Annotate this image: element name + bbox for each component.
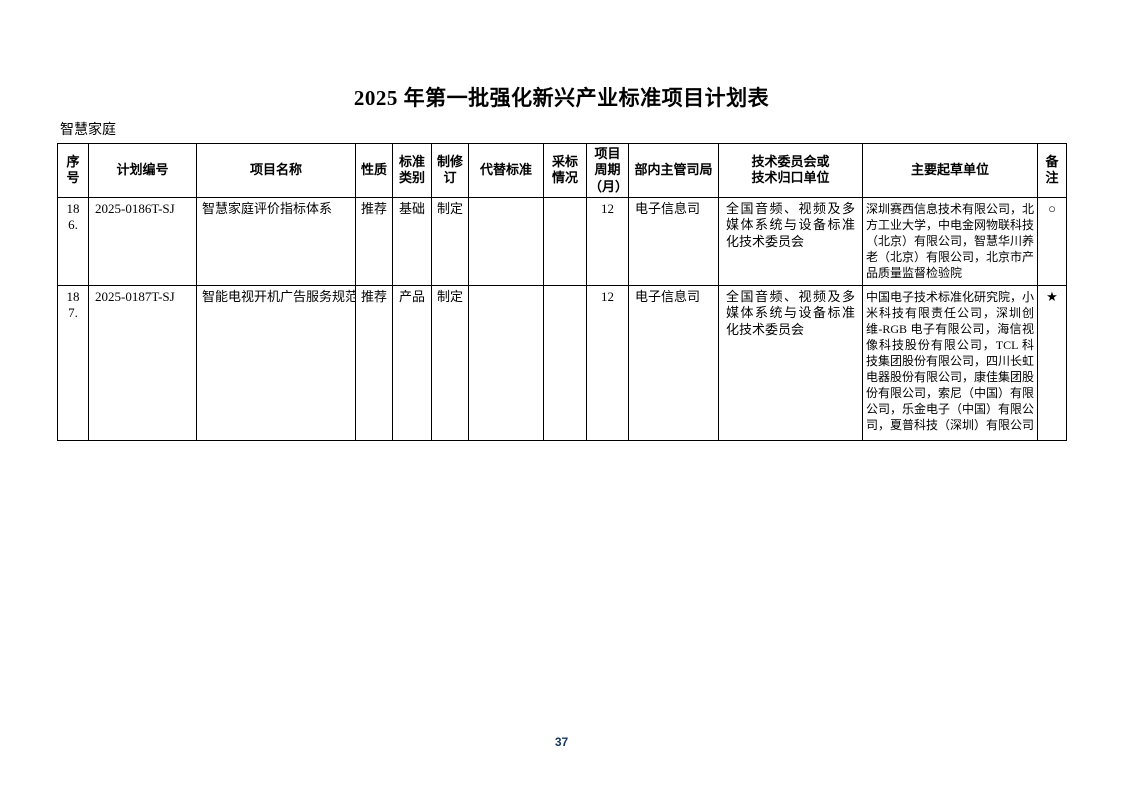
cell-period: 12 xyxy=(586,284,629,441)
cell-project-name: 智能电视开机广告服务规范 xyxy=(196,284,356,441)
column-header-drafting-units: 主要起草单位 xyxy=(862,143,1038,198)
table-row: 187. 2025-0187T-SJ 智能电视开机广告服务规范 推荐 产品 制定… xyxy=(57,284,1067,441)
column-header-period: 项目 周期 （月） xyxy=(586,143,629,198)
column-header-seq: 序 号 xyxy=(57,143,89,198)
cell-nature: 推荐 xyxy=(355,284,393,441)
page-number: 37 xyxy=(554,735,569,749)
page-title: 2025 年第一批强化新兴产业标准项目计划表 xyxy=(353,86,770,110)
column-header-plan-no: 计划编号 xyxy=(88,143,197,198)
cell-replaced-standard xyxy=(468,196,544,286)
table-row: 186. 2025-0186T-SJ 智慧家庭评价指标体系 推荐 基础 制定 1… xyxy=(57,196,1067,286)
cell-plan-no: 2025-0186T-SJ xyxy=(88,196,197,286)
cell-category: 基础 xyxy=(392,196,432,286)
cell-drafting-units: 中国电子技术标准化研究院，小米科技有限责任公司，深圳创维-RGB 电子有限公司，… xyxy=(862,284,1038,441)
table-header-row: 序 号 计划编号 项目名称 性质 标准 类别 制修 订 代替标准 采标 情况 项… xyxy=(57,143,1067,198)
cell-committee: 全国音频、视频及多媒体系统与设备标准化技术委员会 xyxy=(718,196,863,286)
column-header-committee: 技术委员会或 技术归口单位 xyxy=(718,143,863,198)
cell-replaced-standard xyxy=(468,284,544,441)
cell-adoption xyxy=(543,196,587,286)
cell-adoption xyxy=(543,284,587,441)
cell-nature: 推荐 xyxy=(355,196,393,286)
cell-category: 产品 xyxy=(392,284,432,441)
cell-drafting-units: 深圳赛西信息技术有限公司，北方工业大学，中电金网物联科技（北京）有限公司，智慧华… xyxy=(862,196,1038,286)
column-header-remark: 备 注 xyxy=(1037,143,1067,198)
column-header-adoption: 采标 情况 xyxy=(543,143,587,198)
standards-plan-table: 序 号 计划编号 项目名称 性质 标准 类别 制修 订 代替标准 采标 情况 项… xyxy=(57,143,1067,441)
column-header-action: 制修 订 xyxy=(431,143,469,198)
column-header-category: 标准 类别 xyxy=(392,143,432,198)
cell-department: 电子信息司 xyxy=(628,196,719,286)
cell-action: 制定 xyxy=(431,196,469,286)
cell-seq: 186. xyxy=(57,196,89,286)
cell-department: 电子信息司 xyxy=(628,284,719,441)
column-header-project-name: 项目名称 xyxy=(196,143,356,198)
column-header-nature: 性质 xyxy=(355,143,393,198)
cell-remark: ○ xyxy=(1037,196,1067,286)
column-header-department: 部内主管司局 xyxy=(628,143,719,198)
cell-action: 制定 xyxy=(431,284,469,441)
column-header-replaced-standard: 代替标准 xyxy=(468,143,544,198)
cell-period: 12 xyxy=(586,196,629,286)
cell-project-name: 智慧家庭评价指标体系 xyxy=(196,196,356,286)
section-label: 智慧家庭 xyxy=(60,123,116,138)
cell-seq: 187. xyxy=(57,284,89,441)
cell-remark: ★ xyxy=(1037,284,1067,441)
cell-committee: 全国音频、视频及多媒体系统与设备标准化技术委员会 xyxy=(718,284,863,441)
cell-plan-no: 2025-0187T-SJ xyxy=(88,284,197,441)
